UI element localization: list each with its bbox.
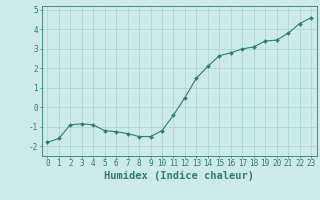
X-axis label: Humidex (Indice chaleur): Humidex (Indice chaleur): [104, 171, 254, 181]
